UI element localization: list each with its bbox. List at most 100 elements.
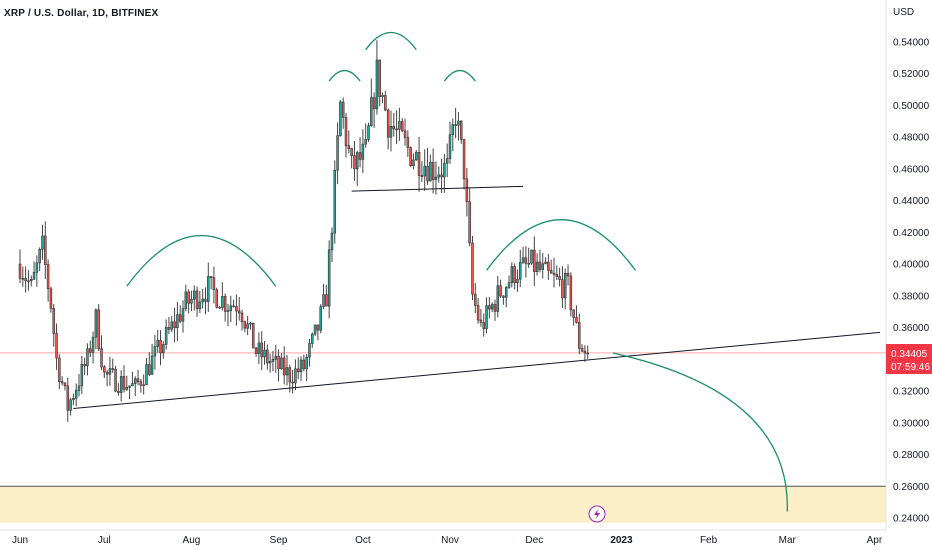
- candle-body: [381, 95, 384, 97]
- candle-body: [187, 291, 190, 304]
- candle-body: [145, 364, 148, 386]
- candle-body: [243, 321, 247, 329]
- candle-body: [291, 381, 294, 384]
- x-tick-label: Mar: [779, 535, 797, 546]
- y-tick-label: 0.28000: [893, 450, 930, 461]
- y-tick-label: 0.52000: [893, 69, 930, 80]
- currency-label: USD: [893, 7, 914, 18]
- candle-body: [83, 364, 86, 367]
- candle-body: [288, 367, 292, 383]
- candle-body: [218, 306, 221, 309]
- candle-body: [167, 327, 171, 330]
- candle-body: [555, 273, 559, 277]
- candle-body: [474, 293, 477, 306]
- candle-body: [533, 249, 536, 272]
- candle-body: [91, 336, 95, 353]
- y-tick-label: 0.36000: [893, 323, 930, 334]
- y-tick-label: 0.50000: [893, 101, 930, 112]
- candle-body: [364, 139, 367, 145]
- candle-body: [35, 262, 39, 273]
- candle-body: [530, 249, 533, 264]
- candle-body: [384, 95, 387, 111]
- candle-body: [547, 261, 550, 271]
- candle-body: [544, 261, 547, 265]
- candle-body: [566, 272, 570, 277]
- candle-body: [294, 368, 297, 384]
- candle-body: [285, 367, 289, 376]
- candle-body: [361, 143, 365, 160]
- last-price-value: 0.34405: [891, 349, 928, 360]
- candle-body: [420, 175, 424, 177]
- x-tick-label: 2023: [610, 535, 633, 546]
- candle-body: [462, 139, 466, 180]
- x-tick-label: Nov: [441, 535, 459, 546]
- candle-body: [229, 305, 233, 311]
- candle-body: [111, 368, 115, 370]
- candle-body: [181, 308, 185, 322]
- candle-body: [347, 145, 351, 150]
- candle-body: [580, 347, 584, 352]
- support-zone: [0, 486, 886, 523]
- candle-body: [372, 97, 376, 110]
- candle-body: [507, 282, 511, 288]
- y-tick-label: 0.42000: [893, 228, 930, 239]
- candle-body: [355, 152, 359, 170]
- drawings-layer: [73, 32, 881, 512]
- trendline[interactable]: [73, 331, 881, 410]
- candle-body: [117, 390, 120, 393]
- candle-body: [173, 321, 176, 328]
- candle-body: [131, 383, 134, 387]
- candle-body: [209, 276, 213, 278]
- candle-body: [583, 350, 587, 354]
- candle-body: [311, 333, 314, 344]
- candle-body: [426, 165, 429, 182]
- candle-body: [94, 309, 98, 338]
- lightning-icon[interactable]: [588, 505, 606, 523]
- candle-body: [207, 276, 210, 302]
- candle-body: [18, 263, 22, 279]
- candle-body: [32, 271, 36, 280]
- pattern-arc[interactable]: [486, 219, 637, 271]
- last-price-countdown: 07:59:46: [891, 362, 930, 373]
- candle-body: [330, 232, 334, 251]
- candle-body: [443, 162, 446, 178]
- candle-body: [133, 378, 137, 384]
- candle-body: [235, 306, 238, 312]
- candle-body: [142, 384, 145, 387]
- candle-body: [263, 349, 266, 358]
- candle-body: [457, 120, 460, 126]
- chart-title: XRP / U.S. Dollar, 1D, BITFINEX: [4, 8, 159, 19]
- candle-body: [558, 276, 561, 280]
- candle-body: [240, 312, 244, 322]
- last-price-tag: [886, 344, 932, 374]
- pattern-arc[interactable]: [365, 32, 417, 51]
- candle-body: [392, 126, 396, 130]
- pattern-arc[interactable]: [126, 235, 277, 287]
- candle-body: [572, 309, 575, 318]
- candle-body: [204, 298, 207, 302]
- candle-body: [105, 371, 109, 375]
- candle-body: [417, 152, 421, 176]
- pattern-arc[interactable]: [328, 69, 361, 82]
- projection-arc[interactable]: [612, 352, 788, 512]
- candle-body: [451, 124, 455, 135]
- candle-body: [232, 305, 235, 308]
- candle-body: [333, 169, 337, 234]
- candle-body: [459, 120, 463, 140]
- candle-body: [302, 359, 306, 370]
- candle-body: [485, 305, 488, 329]
- candles-layer: [18, 40, 589, 422]
- candle-body: [72, 397, 75, 401]
- candle-body: [552, 272, 556, 275]
- candle-body: [549, 269, 553, 274]
- candle-body: [490, 304, 494, 310]
- candle-body: [125, 387, 129, 390]
- neckline[interactable]: [351, 185, 524, 192]
- candle-body: [27, 280, 30, 283]
- candle-body: [159, 339, 162, 354]
- candle-body: [353, 155, 356, 170]
- pattern-arc[interactable]: [443, 69, 476, 82]
- candle-body: [254, 347, 258, 354]
- candle-body: [24, 277, 27, 282]
